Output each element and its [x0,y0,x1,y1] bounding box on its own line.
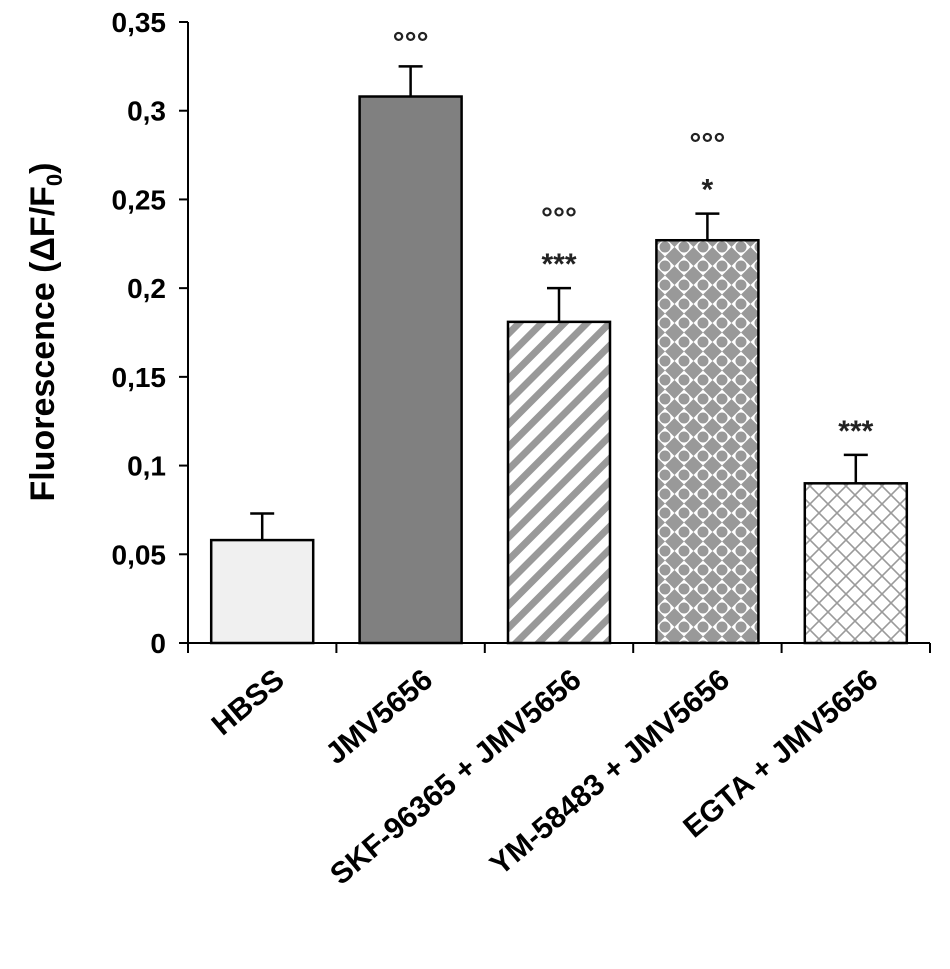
bar-jmv5656 [358,95,463,645]
y-tick-label: 0,2 [127,273,166,304]
significance-annotations: °°° *** °°° * °°° *** [393,26,874,448]
significance-marker: * [702,174,714,207]
x-tick-label: SKF-96365 + JMV5656 [324,663,587,891]
significance-marker: °°° [393,26,429,59]
x-tick-label: HBSS [206,663,291,742]
bar-ym-58483-jmv5656 [655,238,760,645]
y-tick-label: 0,1 [127,451,166,482]
significance-marker: °°° [541,202,577,235]
bar-hbss [209,538,315,645]
y-tick-label: 0,35 [112,7,167,38]
axes: 0 0,05 0,1 0,15 0,2 0,25 0,3 0,35 [112,7,931,659]
x-tick-label: YM-58483 + JMV5656 [484,663,736,882]
x-tick-label: JMV5656 [319,663,439,771]
y-tick-label: 0 [150,628,166,659]
y-axis-label-group: Fluorescence (ΔF/F0) [24,163,67,502]
y-tick-label: 0,15 [112,362,167,393]
bar-skf-96365-jmv5656 [506,320,612,645]
significance-marker: *** [541,248,576,281]
significance-marker: °°° [689,128,725,161]
bar-egta-jmv5656 [803,482,909,645]
bars [209,65,909,645]
y-axis-label: Fluorescence (ΔF/F0) [24,163,67,502]
significance-marker: *** [838,415,873,448]
y-tick-label: 0,25 [112,184,167,215]
y-tick-label: 0,3 [127,96,166,127]
y-tick-label: 0,05 [112,539,167,570]
